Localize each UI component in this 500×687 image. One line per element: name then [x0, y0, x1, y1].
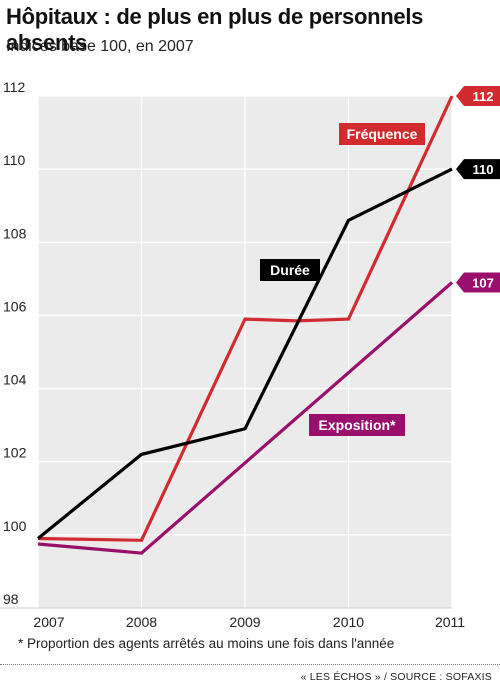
series-name-text: Fréquence: [347, 126, 418, 142]
x-tick-label: 2010: [333, 614, 364, 630]
series-name-label: Fréquence: [339, 123, 425, 145]
x-tick-label: 2007: [33, 614, 64, 630]
series-lines: [36, 95, 454, 555]
series-name-text: Exposition*: [318, 417, 396, 433]
source-credit: « LES ÉCHOS » / SOURCE : SOFAXIS: [300, 671, 492, 683]
end-value-text: 107: [472, 276, 494, 291]
end-value-tag: 110: [456, 159, 500, 180]
y-tick-label: 108: [3, 225, 27, 241]
end-value-text: 112: [473, 89, 494, 104]
series-line-0: [36, 167, 453, 540]
end-value-box: [456, 272, 500, 293]
chart-title: Hôpitaux : de plus en plus de personnels…: [6, 4, 424, 55]
divider: [0, 664, 500, 665]
x-axis: 2007 2008 2009 2010 2011: [0, 607, 465, 630]
series-name-box: [260, 259, 320, 281]
series-line-2: [37, 281, 454, 555]
end-value-tag: 112: [456, 86, 500, 106]
series-line-1: [37, 95, 454, 542]
end-value-tag: 107: [456, 272, 500, 293]
y-tick-label: 106: [3, 298, 27, 314]
x-tick-label: 2009: [229, 614, 260, 630]
x-tick-label: 2011: [435, 614, 465, 630]
series-labels: Durée Fréquence Exposition* 110 112 107: [260, 86, 500, 436]
y-tick-label: 102: [3, 445, 27, 461]
series-name-label: Exposition*: [309, 414, 405, 436]
y-tick-label: 110: [3, 152, 26, 168]
end-value-box: [456, 159, 500, 180]
y-tick-label: 112: [3, 79, 26, 95]
series-name-text: Durée: [270, 262, 310, 278]
series-name-box: [339, 123, 425, 145]
y-tick-label: 104: [3, 372, 27, 388]
series-name-label: Durée: [260, 259, 320, 281]
end-value-text: 110: [473, 162, 494, 177]
line-chart: 98 100 102 104 106 108 110 112 2007 2008 2009 2010…: [0, 79, 500, 630]
chart-subtitle: Indices base 100, en 2007: [6, 38, 194, 55]
y-axis: 98 100 102 104 106 108 110 112: [3, 79, 27, 607]
series-name-box: [309, 414, 405, 436]
footnote: * Proportion des agents arrêtés au moins…: [18, 636, 395, 651]
x-tick-label: 2008: [126, 614, 157, 630]
grid: [0, 95, 453, 608]
y-tick-label: 98: [3, 591, 19, 607]
end-value-box: [456, 86, 500, 106]
y-tick-label: 100: [3, 518, 27, 534]
